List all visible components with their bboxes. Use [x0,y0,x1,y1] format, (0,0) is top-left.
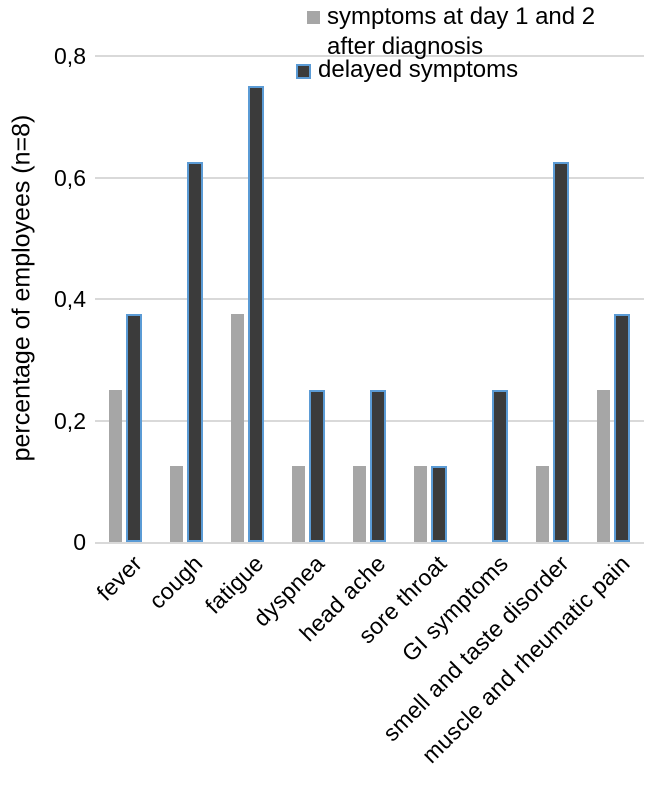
legend-swatch-gray-icon [307,11,320,24]
bar-group-cough [156,56,217,542]
y-tick-label-0,4: 0,4 [54,286,86,312]
bar-day1-2-muscle-and-rheumatic-pain [597,390,610,542]
x-tick-label-text: cough [144,550,208,614]
y-tick-label-0: 0 [73,529,86,555]
y-tick-label-0,8: 0,8 [54,43,86,69]
gridline [95,176,644,179]
bar-day1-2-head-ache [353,466,366,542]
bar-delayed-smell-and-taste-disorder [553,162,569,542]
y-tick-label-0,6: 0,6 [54,164,86,191]
bar-delayed-cough [187,162,203,542]
bar-day1-2-cough [170,466,183,542]
legend-item-delayed-symptoms: delayed symptoms [296,55,646,85]
legend-swatch-dark-icon [296,64,311,79]
bar-day1-2-smell-and-taste-disorder [536,466,549,542]
legend: symptoms at day 1 and 2 after diagnosis … [296,2,646,85]
bar-group-fever [95,56,156,542]
plot-area [95,55,644,544]
bar-group-dyspnea [278,56,339,542]
bar-day1-2-sore-throat [414,466,427,542]
bar-group-muscle-and-rheumatic-pain [583,56,644,542]
bar-delayed-fatigue [248,86,264,542]
legend-label-symptoms-day-1-2: symptoms at day 1 and 2 after diagnosis [327,3,596,60]
bar-group-gi-symptoms [461,56,522,542]
x-tick-label-text: fever [91,550,147,606]
legend-label-delayed-symptoms: delayed symptoms [318,56,519,83]
bar-group-smell-and-taste-disorder [522,56,583,542]
legend-item-symptoms-day-1-2: symptoms at day 1 and 2 after diagnosis [296,2,646,62]
gridline [95,419,644,422]
bar-delayed-sore-throat [431,466,447,542]
gridline [95,55,644,57]
bar-day1-2-dyspnea [292,466,305,542]
bar-delayed-gi-symptoms [492,390,508,542]
bar-group-fatigue [217,56,278,542]
bar-delayed-head-ache [370,390,386,542]
y-tick-label-0,2: 0,2 [54,407,86,434]
bar-delayed-muscle-and-rheumatic-pain [614,314,630,542]
gridline [95,298,644,300]
bar-day1-2-fever [109,390,122,542]
bar-delayed-dyspnea [309,390,325,542]
bar-group-head-ache [339,56,400,542]
bar-delayed-fever [126,314,142,542]
bar-day1-2-fatigue [231,314,244,542]
bar-group-sore-throat [400,56,461,542]
